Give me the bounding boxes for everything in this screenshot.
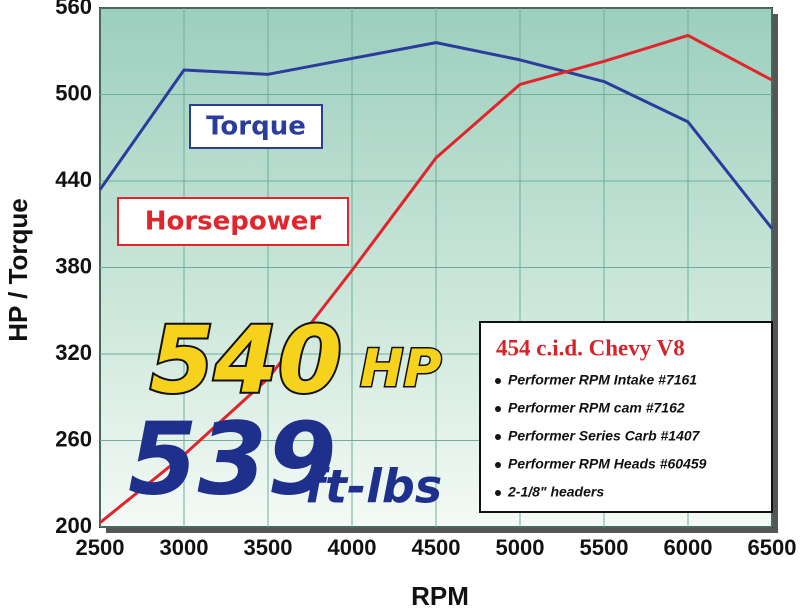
y-tick-label: 380 (55, 253, 92, 278)
torque-legend: Torque (189, 104, 323, 149)
hp-legend: Horsepower (117, 197, 349, 246)
legend-label: Torque (206, 112, 306, 142)
hp-value: 540 (150, 306, 342, 413)
x-tick-label: 5000 (496, 535, 545, 560)
series-line (99, 33, 773, 524)
x-tick-label: 3000 (160, 535, 209, 560)
bullet (495, 462, 501, 468)
bullet (495, 406, 501, 412)
x-tick-label: 6000 (664, 535, 713, 560)
info-item: Performer RPM Heads #60459 (508, 456, 707, 472)
info-frame (479, 321, 773, 513)
series-line (98, 41, 774, 230)
info-item: Performer Series Carb #1407 (508, 428, 701, 444)
y-tick-label: 320 (55, 340, 92, 365)
bullet (495, 490, 501, 496)
y-axis-label: HP / Torque (3, 198, 33, 342)
x-tick-label: 4000 (328, 535, 377, 560)
x-tick-label: 3500 (244, 535, 293, 560)
x-tick-label: 5500 (580, 535, 629, 560)
torque-annotation: 539 ft-lbs (128, 400, 442, 517)
x-tick-label: 4500 (412, 535, 461, 560)
hp-annotation: 540 HP (148, 304, 443, 415)
torque-value: 539 (128, 400, 337, 517)
info-item: 2-1/8" headers (507, 484, 604, 500)
y-tick-label: 200 (55, 513, 92, 538)
bullet (495, 378, 501, 384)
torque-unit: ft-lbs (305, 460, 442, 514)
y-tick-label: 440 (55, 167, 92, 192)
legend-label: Horsepower (145, 207, 322, 237)
y-tick-label: 560 (55, 0, 92, 19)
legend-box (117, 197, 349, 246)
y-tick-label: 500 (55, 80, 92, 105)
info-item: Performer RPM Intake #7161 (508, 372, 697, 388)
legend-box (189, 104, 323, 149)
info-title: 454 c.i.d. Chevy V8 (496, 335, 685, 360)
y-tick-label: 260 (55, 426, 92, 451)
info-item: Performer RPM cam #7162 (508, 400, 685, 416)
bullet (495, 434, 501, 440)
hp-unit: HP (360, 339, 442, 399)
x-tick-label: 2500 (76, 535, 125, 560)
x-tick-label: 6500 (748, 535, 797, 560)
info-box: 454 c.i.d. Chevy V8 Performer RPM Intake… (479, 321, 773, 513)
x-axis-label: RPM (411, 581, 469, 611)
